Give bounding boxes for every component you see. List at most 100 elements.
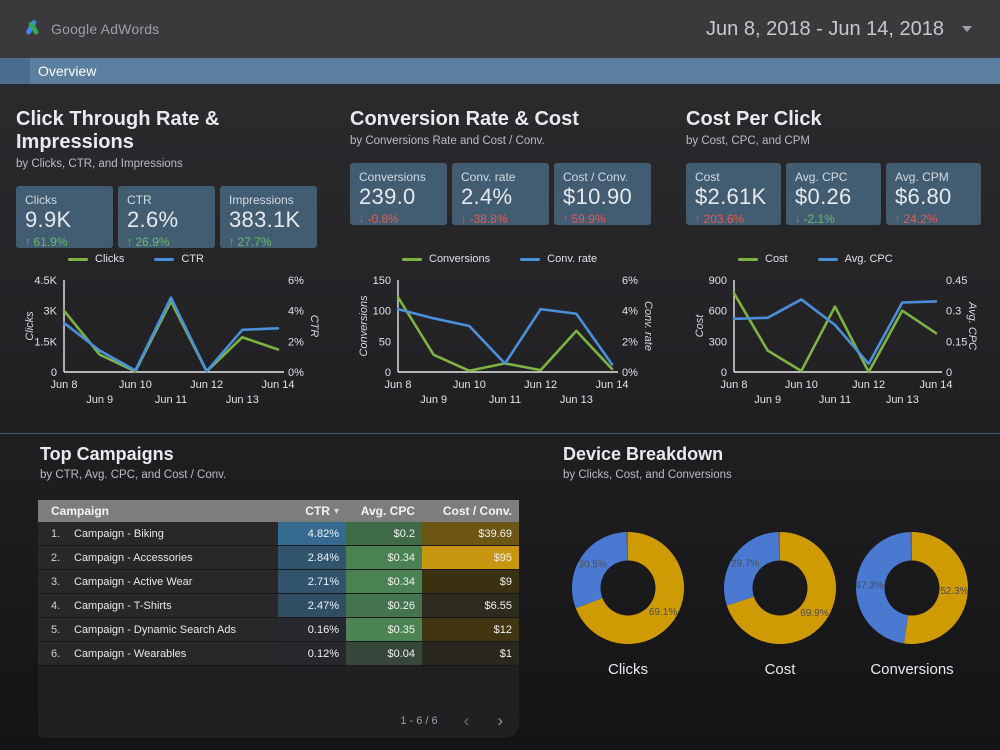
cell-cost-conv: $9 [422, 570, 519, 593]
delta-arrow-icon: ↑ [127, 236, 133, 248]
next-page-button[interactable]: › [497, 711, 503, 730]
scorecard-delta-value: 59.9% [571, 212, 606, 226]
donut-svg[interactable]: 69.1% 30.5% [563, 528, 693, 652]
x-tick-label: Jun 14 [595, 379, 628, 391]
scorecard-delta-value: 203.6% [703, 212, 745, 226]
caret-down-icon [962, 26, 972, 32]
legend-item: CTR [154, 253, 204, 265]
axis-tick-label: 2% [288, 336, 304, 348]
donut-label: Cost [764, 661, 796, 678]
donut-chart: 69.9% 29.7% Cost [715, 528, 845, 678]
x-tick-label: Jun 10 [453, 379, 486, 391]
cell-avg-cpc: $0.2 [346, 522, 422, 545]
app-header: Google AdWords Jun 8, 2018 - Jun 14, 201… [0, 0, 1000, 58]
table-row: 4. Campaign - T-Shirts 2.47% $0.26 $6.55 [38, 594, 519, 618]
cell-ctr: 2.84% [278, 546, 346, 569]
x-tick-label: Jun 9 [420, 394, 447, 406]
top-campaigns-table: Campaign CTR ▾ Avg. CPC Cost / Conv. 1. C… [38, 500, 519, 738]
right-axis-title: Avg. CPC [966, 301, 978, 350]
x-tick-label: Jun 10 [785, 379, 818, 391]
series-line [396, 295, 614, 373]
cell-campaign-name: Campaign - Biking [74, 527, 164, 540]
time-series-chart: Cost Avg. CPC 0 0 300 0.15 600 0.3 900 0.45 Jun 8 J… [686, 252, 986, 418]
table-row: 2. Campaign - Accessories 2.84% $0.34 $95 [38, 546, 519, 570]
scorecard-delta-value: 24.2% [903, 212, 938, 226]
scorecard: Conversions 239.0 ↓ -0.8% [350, 163, 447, 226]
axis-tick-label: 0 [721, 367, 727, 379]
top-campaigns-title: Top Campaigns [40, 444, 174, 464]
x-tick-label: Jun 12 [524, 379, 557, 391]
tab-bar: Overview [0, 58, 1000, 84]
scorecard-delta: ↑ 59.9% [563, 212, 642, 226]
legend-swatch [154, 257, 175, 261]
x-tick-label: Jun 11 [155, 394, 187, 406]
cell-campaign-name: Campaign - Wearables [74, 647, 187, 660]
donut-slice [856, 532, 912, 644]
scorecard-row: Conversions 239.0 ↓ -0.8% Conv. rate 2.4% ↓ -38… [350, 163, 662, 226]
column-header-cost-conv[interactable]: Cost / Conv. [442, 504, 512, 518]
column-header-ctr[interactable]: CTR ▾ [278, 504, 346, 518]
cell-cost-conv: $6.55 [422, 594, 519, 617]
column-header-campaign[interactable]: Campaign [51, 504, 110, 518]
donut-slice-label: 30.5% [578, 559, 606, 570]
scorecard: Impressions 383.1K ↑ 27.7% [220, 186, 317, 249]
cell-index: 5. [51, 623, 61, 636]
scorecard-value: 239.0 [359, 184, 416, 209]
axis-tick-label: 600 [709, 306, 727, 318]
x-tick-label: Jun 8 [51, 379, 78, 391]
right-axis-title: Conv. rate [642, 301, 654, 351]
scorecard: Avg. CPM $6.80 ↑ 24.2% [886, 163, 981, 226]
column-header-ctr-label: CTR [305, 504, 330, 518]
scorecard-label: Clicks [25, 193, 57, 207]
sort-caret-icon: ▾ [333, 505, 339, 517]
x-tick-label: Jun 9 [86, 394, 113, 406]
scorecard-delta-value: 26.9% [135, 235, 170, 249]
chart-legend: Conversions Conv. rate [402, 252, 662, 266]
x-tick-label: Jun 12 [190, 379, 223, 391]
table-row: 5. Campaign - Dynamic Search Ads 0.16% $0.3… [38, 618, 519, 642]
scorecard-label: Conv. rate [461, 170, 516, 184]
pagination: 1 - 6 / 6 ‹ › [400, 712, 503, 729]
scorecard-delta-value: -2.1% [803, 212, 835, 226]
axis-tick-label: 0 [51, 367, 57, 379]
pagination-range: 1 - 6 / 6 [400, 714, 438, 727]
axis-tick-label: 100 [373, 306, 391, 318]
axis-tick-label: 0% [622, 367, 638, 379]
section-subtitle: by Clicks, CTR, and Impressions [16, 158, 183, 170]
donut-svg[interactable]: 52.3% 47.3% [847, 528, 977, 652]
left-axis-title: Clicks [24, 311, 36, 341]
axis-tick-label: 50 [379, 336, 391, 348]
cell-avg-cpc: $0.34 [346, 570, 422, 593]
tab-overview[interactable]: Overview [38, 63, 97, 79]
section-subtitle: by Conversions Rate and Cost / Conv. [350, 135, 545, 147]
legend-label: Clicks [95, 253, 125, 265]
cell-avg-cpc: $0.26 [346, 594, 422, 617]
scorecard-delta-value: -0.8% [367, 212, 399, 226]
cell-campaign-name: Campaign - Accessories [74, 551, 193, 564]
prev-page-button[interactable]: ‹ [463, 711, 470, 730]
cell-index: 1. [51, 527, 61, 540]
donut-svg[interactable]: 69.9% 29.7% [715, 528, 845, 652]
scorecard-label: Avg. CPM [895, 170, 949, 184]
scorecard-delta: ↓ -2.1% [795, 212, 872, 226]
cell-cost-conv: $1 [422, 642, 519, 665]
column-header-cpc[interactable]: Avg. CPC [360, 504, 415, 518]
delta-arrow-icon: ↑ [563, 213, 569, 225]
x-tick-label: Jun 8 [721, 379, 748, 391]
legend-item: Conversions [402, 253, 490, 265]
legend-label: Conv. rate [547, 253, 598, 265]
scorecard-value: 9.9K [25, 207, 72, 232]
section-title: Conversion Rate & Cost [350, 108, 579, 130]
scorecard-value: $6.80 [895, 184, 952, 209]
date-range-picker[interactable]: Jun 8, 2018 - Jun 14, 2018 [706, 18, 972, 41]
donut-slice [575, 532, 684, 644]
chart-legend: Clicks CTR [68, 252, 328, 266]
series-line [396, 307, 614, 366]
delta-arrow-icon: ↑ [229, 236, 235, 248]
x-tick-label: Jun 14 [919, 379, 952, 391]
scorecard-label: Cost [695, 170, 720, 184]
axis-tick-label: 4% [622, 306, 638, 318]
